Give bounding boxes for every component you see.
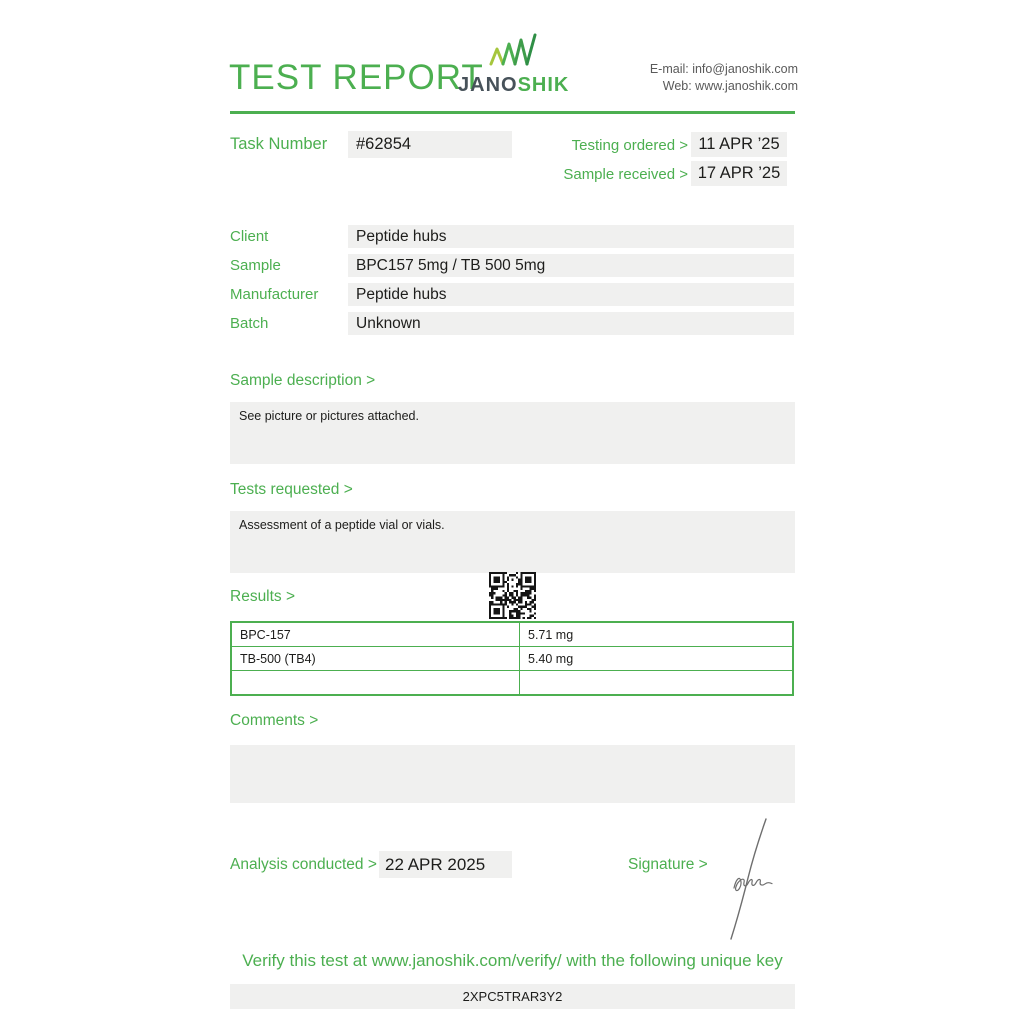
contact-web: Web: www.janoshik.com xyxy=(662,79,798,93)
task-number-label: Task Number xyxy=(230,135,328,153)
result-value xyxy=(519,670,794,696)
sample-received-label: Sample received > xyxy=(563,166,688,183)
analysis-conducted-label: Analysis conducted > xyxy=(230,856,377,873)
header-divider xyxy=(230,111,795,114)
result-value: 5.40 mg xyxy=(519,646,794,671)
contact-block: E-mail: info@janoshik.com Web: www.janos… xyxy=(650,61,798,95)
results-table: BPC-157 5.71 mg TB-500 (TB4) 5.40 mg xyxy=(230,621,794,696)
result-value: 5.71 mg xyxy=(519,621,794,647)
sample-received-value: 17 APR ’25 xyxy=(691,161,787,186)
sample-label: Sample xyxy=(230,257,281,274)
manufacturer-label: Manufacturer xyxy=(230,286,319,303)
tests-requested-label: Tests requested > xyxy=(230,481,353,498)
tests-requested-box: Assessment of a peptide vial or vials. xyxy=(230,511,795,573)
sample-value: BPC157 5mg / TB 500 5mg xyxy=(348,254,794,277)
task-number-value: #62854 xyxy=(348,131,512,158)
logo-jano: JANO xyxy=(458,74,518,96)
signature-label: Signature > xyxy=(628,856,708,873)
page-title: TEST REPORT xyxy=(229,58,484,97)
client-value: Peptide hubs xyxy=(348,225,794,248)
signature xyxy=(730,818,773,940)
table-row: TB-500 (TB4) 5.40 mg xyxy=(230,646,794,671)
logo-shik: SHIK xyxy=(517,74,570,96)
batch-label: Batch xyxy=(230,315,269,332)
result-name: TB-500 (TB4) xyxy=(230,646,520,671)
results-label: Results > xyxy=(230,588,296,605)
qr-code xyxy=(489,572,536,619)
result-name: BPC-157 xyxy=(230,621,520,647)
sample-description-label: Sample description > xyxy=(230,372,376,389)
table-row xyxy=(230,670,794,696)
analysis-conducted-value: 22 APR 2025 xyxy=(379,851,512,878)
testing-ordered-label: Testing ordered > xyxy=(571,137,688,154)
testing-ordered-value: 11 APR ’25 xyxy=(691,132,787,157)
janoshik-logo: JANOSHIK xyxy=(458,33,568,97)
client-label: Client xyxy=(230,228,269,245)
manufacturer-value: Peptide hubs xyxy=(348,283,794,306)
sample-description-box: See picture or pictures attached. xyxy=(230,402,795,464)
logo-wordmark: JANOSHIK xyxy=(458,74,568,97)
verify-key: 2XPC5TRAR3Y2 xyxy=(230,984,795,1009)
verify-text: Verify this test at www.janoshik.com/ver… xyxy=(242,951,783,970)
contact-email: E-mail: info@janoshik.com xyxy=(649,62,798,76)
table-row: BPC-157 5.71 mg xyxy=(230,621,794,647)
comments-label: Comments > xyxy=(230,712,319,729)
trending-bars-icon xyxy=(489,33,537,66)
batch-value: Unknown xyxy=(348,312,794,335)
comments-box xyxy=(230,745,795,803)
result-name xyxy=(230,670,520,696)
